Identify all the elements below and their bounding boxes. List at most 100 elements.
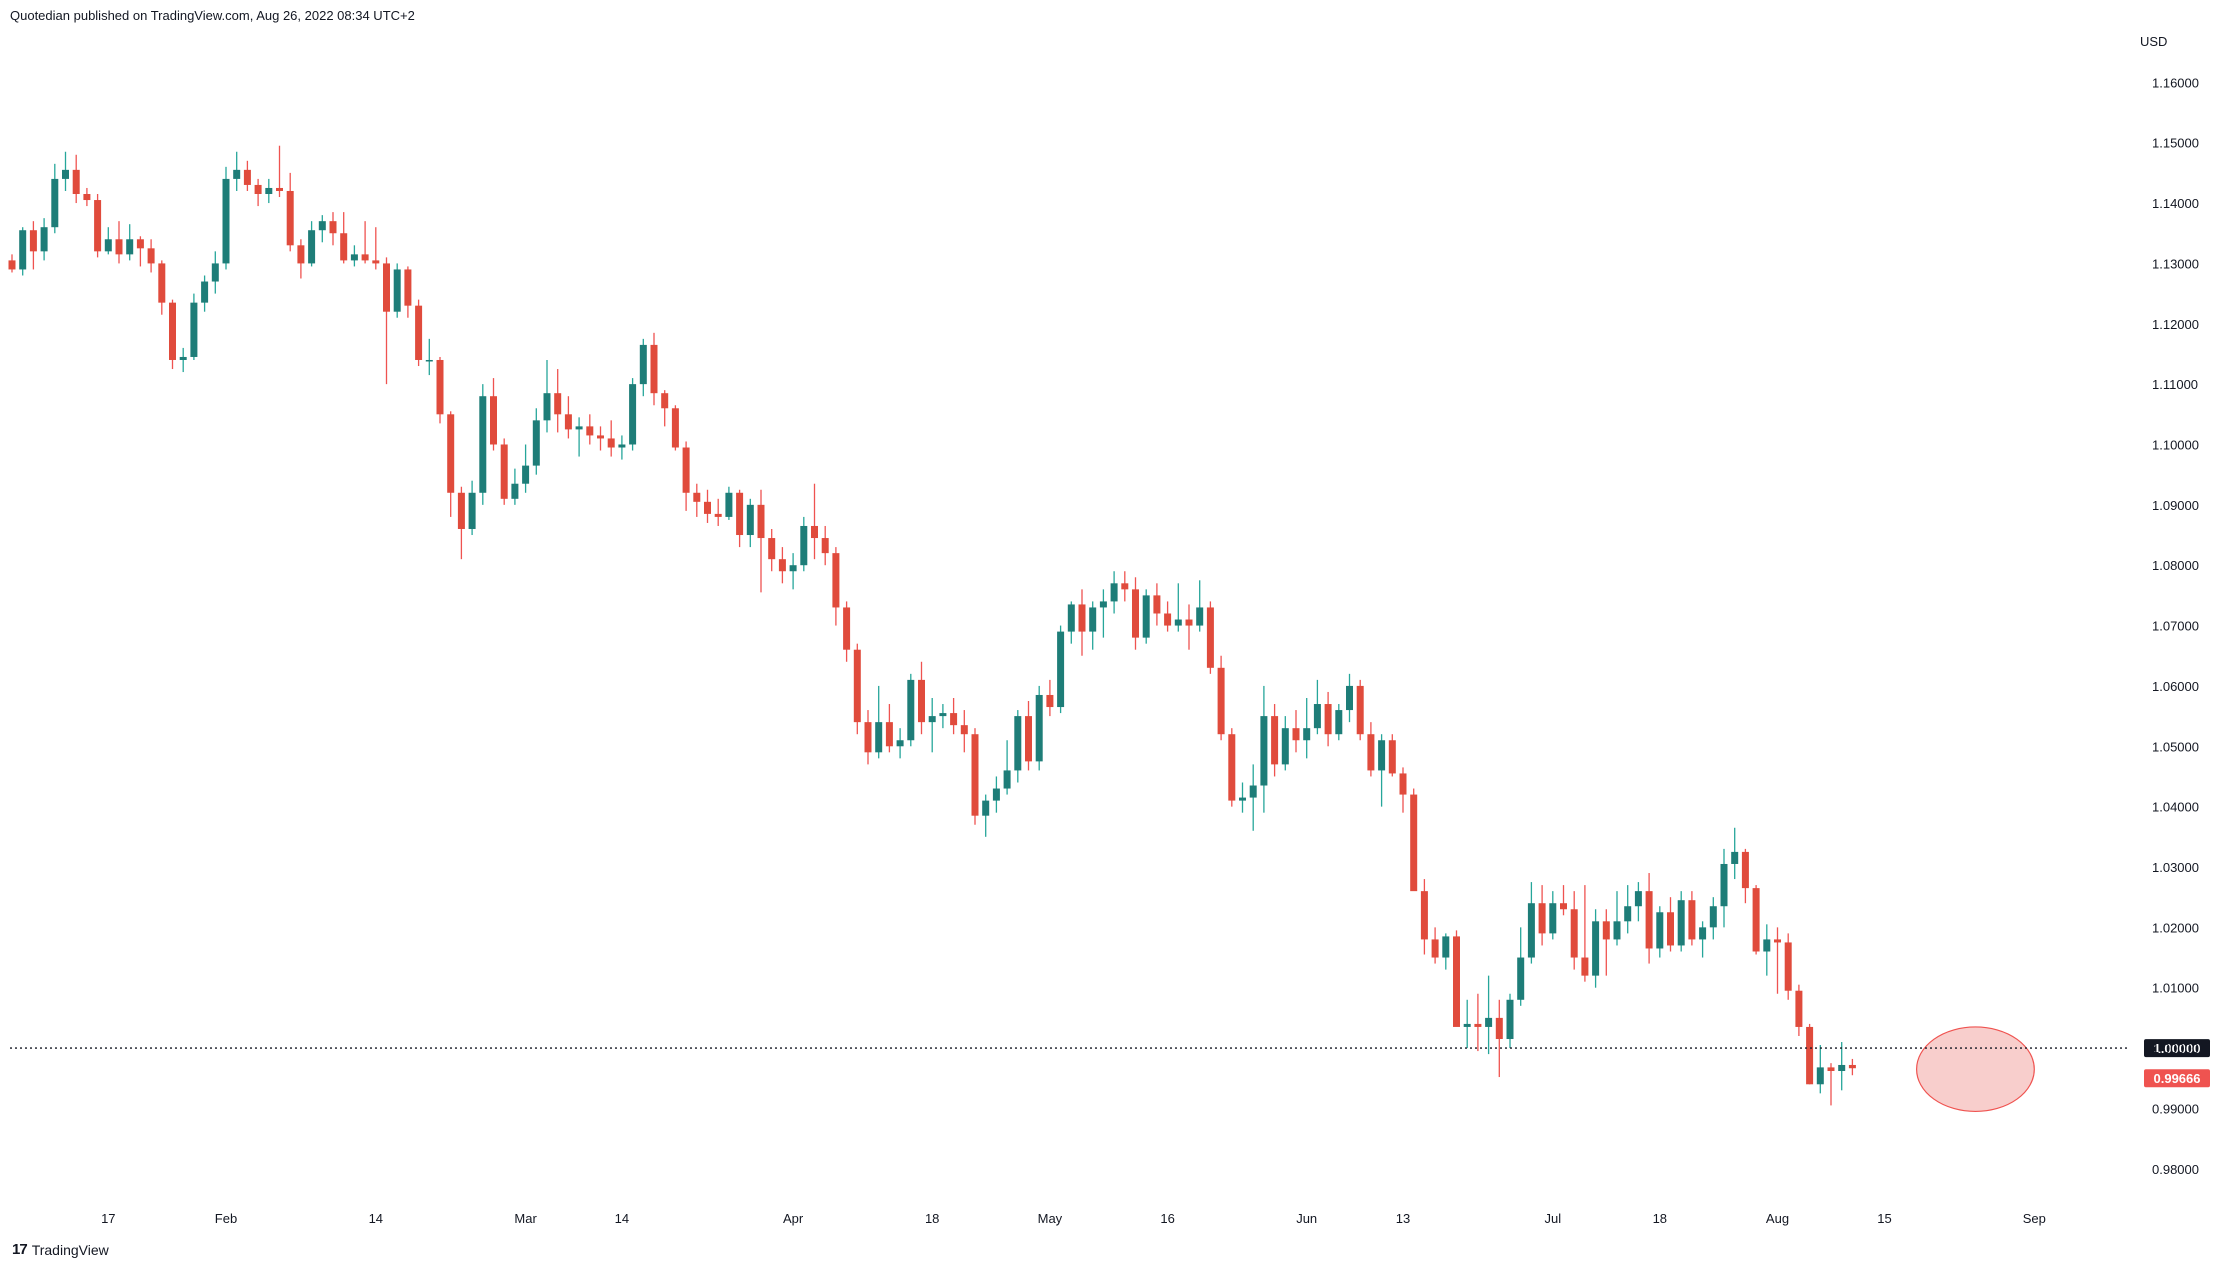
candle xyxy=(136,236,144,267)
candle-body xyxy=(1602,921,1610,940)
candle xyxy=(201,275,209,312)
x-tick-label: 16 xyxy=(1160,1211,1174,1226)
candle-body xyxy=(618,444,626,448)
candle xyxy=(639,338,647,397)
candle xyxy=(425,338,433,376)
candle xyxy=(1292,710,1300,753)
candle-body xyxy=(1570,909,1578,958)
candle xyxy=(725,486,733,520)
y-tick-label: 0.98000 xyxy=(2152,1162,2199,1177)
candle xyxy=(1185,604,1193,650)
candle xyxy=(511,468,519,505)
candle xyxy=(350,245,358,267)
candle xyxy=(169,299,176,370)
y-tick-label: 1.10000 xyxy=(2152,437,2199,452)
candle-body xyxy=(1174,619,1182,626)
candle xyxy=(211,251,219,294)
candle xyxy=(885,704,893,753)
candle-body xyxy=(1495,1017,1503,1040)
y-tick-label: 1.14000 xyxy=(2152,196,2199,211)
candle xyxy=(1249,764,1257,831)
candle-body xyxy=(243,169,251,185)
candle-body xyxy=(1517,957,1525,1000)
candle-body xyxy=(254,184,262,195)
candle xyxy=(714,498,722,526)
x-tick-label: Apr xyxy=(783,1211,804,1226)
candle xyxy=(1174,583,1182,632)
candle xyxy=(276,145,283,198)
x-tick-label: 17 xyxy=(101,1211,115,1226)
candle-body xyxy=(725,492,733,517)
candle xyxy=(821,525,829,566)
candle xyxy=(1656,906,1664,958)
y-tick-label: 1.01000 xyxy=(2152,981,2199,996)
candle xyxy=(907,673,915,747)
candle xyxy=(811,483,818,560)
candle xyxy=(1206,601,1214,674)
candle-body xyxy=(350,254,358,261)
tradingview-logo[interactable]: 17 TradingView xyxy=(12,1241,109,1258)
candle-body xyxy=(532,420,540,466)
candle xyxy=(468,480,476,536)
candle-body xyxy=(1121,583,1129,590)
candle xyxy=(190,293,198,360)
candle xyxy=(297,239,305,279)
candle-body xyxy=(704,501,711,514)
candle-body xyxy=(1560,903,1567,910)
candle xyxy=(1763,924,1771,976)
candle-body xyxy=(490,396,497,445)
candle-body xyxy=(115,239,123,255)
candle-body xyxy=(778,559,786,572)
candle-body xyxy=(1784,942,1792,991)
candle-body xyxy=(425,359,433,362)
x-tick-label: Feb xyxy=(215,1211,237,1226)
y-tick-label: 0.99000 xyxy=(2152,1101,2199,1116)
candle xyxy=(243,160,251,191)
candle xyxy=(1153,583,1161,626)
candle xyxy=(1410,788,1418,892)
candle-body xyxy=(1228,734,1236,801)
candle-body xyxy=(1848,1064,1856,1069)
candle xyxy=(575,417,583,457)
candle-body xyxy=(19,230,27,270)
candle-body xyxy=(1153,595,1161,614)
candle-body xyxy=(329,221,337,234)
candle xyxy=(1046,679,1054,717)
y-tick-label: 1.08000 xyxy=(2152,558,2199,573)
y-tick-label: 1.05000 xyxy=(2152,739,2199,754)
candle xyxy=(1132,577,1139,650)
candle-body xyxy=(746,504,754,536)
candle-body xyxy=(276,187,283,191)
candle-body xyxy=(661,393,669,409)
candle-body xyxy=(372,260,380,264)
candle xyxy=(179,347,187,373)
candle-body xyxy=(340,233,348,261)
candle-body xyxy=(468,492,476,529)
candle xyxy=(522,444,530,493)
candle xyxy=(789,553,797,590)
candle-body xyxy=(1260,716,1268,786)
candle xyxy=(1110,571,1118,614)
candle-body xyxy=(83,194,91,201)
candle xyxy=(746,498,754,548)
candle-body xyxy=(1281,728,1289,765)
y-tick-label: 1.00000 xyxy=(2152,1041,2199,1056)
candle xyxy=(393,263,401,318)
candle xyxy=(1602,909,1610,976)
candle-body xyxy=(875,722,883,753)
candle xyxy=(286,172,294,252)
candle xyxy=(104,227,112,255)
candle-body xyxy=(1806,1026,1814,1085)
candle xyxy=(8,254,16,273)
candle xyxy=(843,601,851,662)
candle xyxy=(1506,993,1514,1049)
candle-body xyxy=(1816,1067,1824,1085)
level-layer: 1.00000 0.99666 xyxy=(10,1039,2210,1088)
candle xyxy=(1752,885,1760,955)
candle-body xyxy=(297,245,305,264)
candle-body xyxy=(72,169,80,195)
candle-layer xyxy=(8,145,1856,1106)
candle xyxy=(704,489,711,523)
candle-body xyxy=(1067,604,1075,632)
